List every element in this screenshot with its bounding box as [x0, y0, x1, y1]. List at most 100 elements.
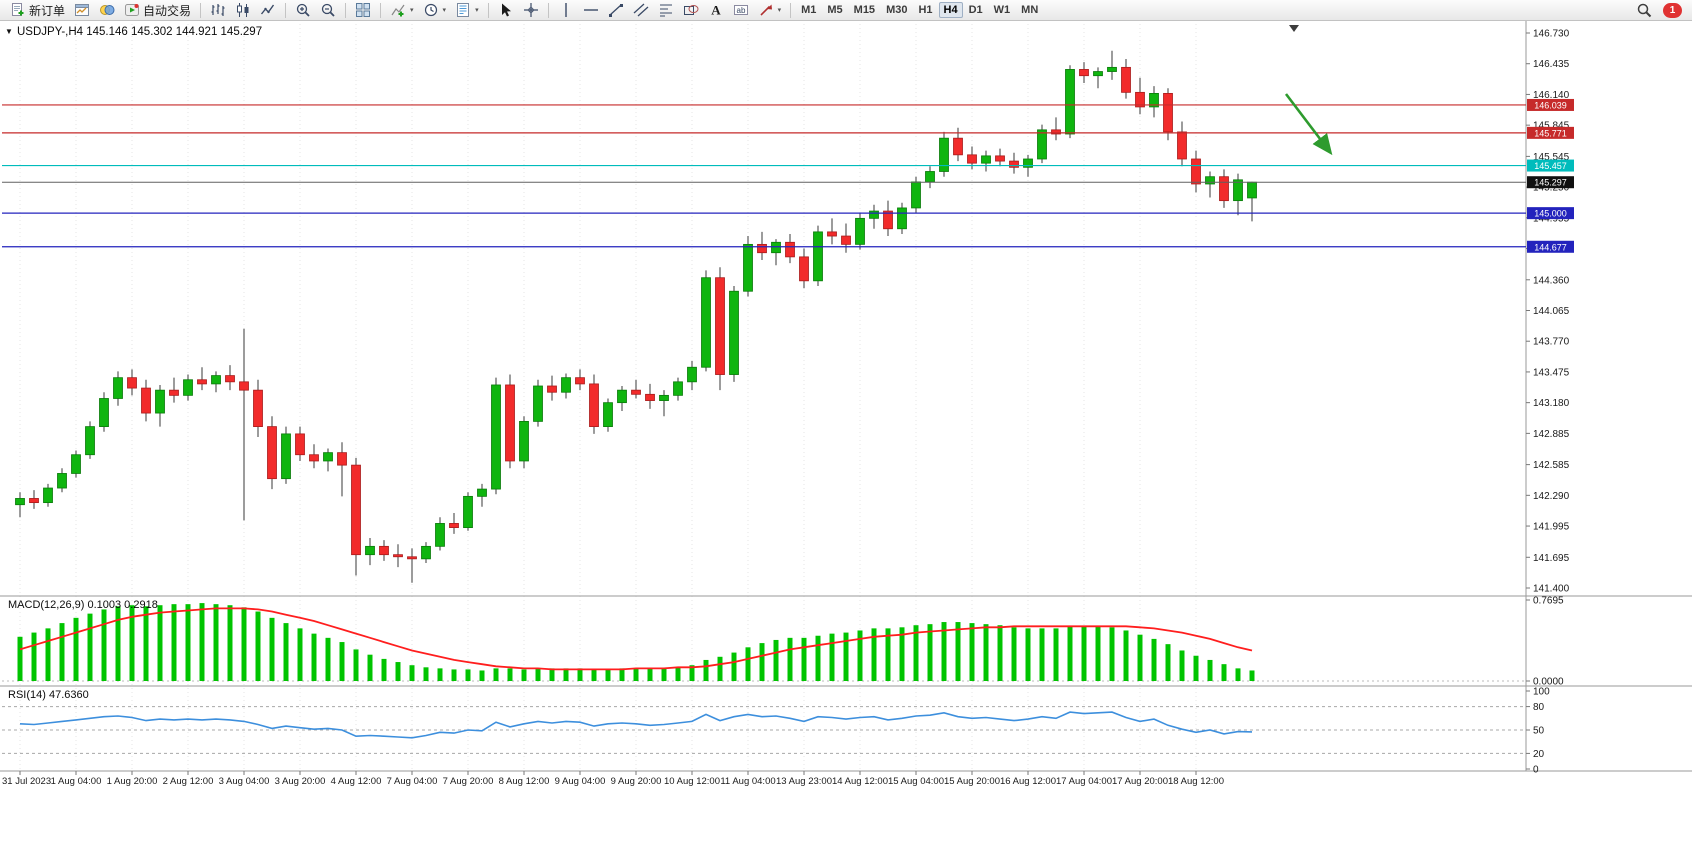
search-button[interactable] [1632, 0, 1656, 20]
time-tick-label: 9 Aug 04:00 [555, 776, 606, 787]
svg-text:ab: ab [736, 6, 745, 15]
clock-icon [423, 2, 439, 18]
time-tick-label: 11 Aug 04:00 [720, 776, 775, 787]
text-label-button[interactable]: ab [729, 0, 753, 20]
chevron-down-icon: ▾ [410, 7, 414, 14]
candle-body [99, 398, 109, 428]
zoom-in-button[interactable] [291, 0, 315, 20]
line-chart-icon [260, 2, 276, 18]
candle-body [1093, 71, 1103, 77]
notification-badge[interactable]: 1 [1663, 2, 1682, 18]
macd-bar [927, 624, 933, 681]
timeframe-m1[interactable]: M1 [801, 4, 817, 16]
timeframe-h4[interactable]: H4 [938, 2, 963, 18]
toolbar-separator [200, 2, 202, 18]
macd-bar [339, 642, 345, 681]
macd-bar [1235, 668, 1241, 681]
toolbar-separator [380, 2, 382, 18]
macd-bar [605, 669, 611, 681]
indicators-button[interactable]: ▾ [386, 0, 418, 20]
shapes-button[interactable] [679, 0, 703, 20]
candle-body [799, 256, 809, 282]
timeframe-d1[interactable]: D1 [968, 4, 983, 16]
cursor-button[interactable] [494, 0, 518, 20]
rsi-tick-label: 20 [1533, 749, 1545, 760]
macd-bar [1109, 627, 1115, 681]
candles-icon [235, 2, 251, 18]
macd-bar [367, 654, 373, 681]
macd-bar [577, 668, 583, 681]
macd-bar [549, 668, 555, 681]
chart-window-button[interactable] [70, 0, 94, 20]
pivot-line-tag-label: 145.457 [1534, 161, 1567, 171]
candle-body [127, 377, 137, 389]
candle-body [477, 488, 487, 497]
arrow-annotation[interactable] [1284, 93, 1333, 156]
candle-body [211, 375, 221, 385]
macd-bar [815, 635, 821, 681]
text-button[interactable]: A [704, 0, 728, 20]
templates-button[interactable]: ▾ [451, 0, 483, 20]
chevron-down-icon: ▾ [442, 7, 447, 14]
timeframe-m30[interactable]: M30 [886, 4, 908, 16]
macd-bar [311, 633, 317, 681]
chevron-down-icon: ▾ [475, 7, 479, 14]
metaeditor-button[interactable] [95, 0, 119, 20]
trendline-button[interactable] [604, 0, 628, 20]
candle-body [1037, 129, 1047, 160]
rsi-tick-label: 0 [1533, 765, 1539, 776]
zoom-out-button[interactable] [316, 0, 340, 20]
timeframe-m15[interactable]: M15 [853, 4, 876, 16]
candle-body [323, 452, 333, 462]
line-chart-button[interactable] [256, 0, 280, 20]
candle-body [407, 556, 417, 560]
candle-body [1177, 131, 1187, 160]
toolbar-separator [547, 2, 549, 18]
macd-bar [1011, 627, 1017, 681]
candle-body [253, 389, 263, 428]
bar-chart-button[interactable] [206, 0, 230, 20]
fibonacci-button[interactable] [654, 0, 678, 20]
toolbar-separator [487, 2, 489, 18]
autotrading-button-label: 自动交易 [143, 3, 192, 18]
timeframe-h1[interactable]: H1 [918, 4, 933, 16]
candle-body [71, 454, 81, 474]
vertical-line-button[interactable] [554, 0, 578, 20]
candle-body [337, 452, 347, 466]
candle-body [981, 155, 991, 164]
timeframe-m5[interactable]: M5 [827, 4, 843, 16]
price-tick-label: 145.545 [1533, 152, 1570, 163]
arrows-button[interactable]: ▾ [754, 0, 786, 20]
macd-bar [423, 667, 429, 681]
crosshair-button[interactable] [519, 0, 543, 20]
time-tick-label: 17 Aug 20:00 [1112, 776, 1168, 787]
candle-body [1149, 92, 1159, 108]
candle-body [169, 389, 179, 396]
one-click-trading-toggle[interactable]: ▼ [5, 27, 13, 36]
candle-body [1219, 176, 1229, 202]
autotrading-button[interactable]: 自动交易 [120, 0, 195, 20]
tile-windows-button[interactable] [351, 0, 375, 20]
candle-body [1121, 66, 1131, 93]
periods-button[interactable]: ▾ [419, 0, 451, 20]
channel-button[interactable] [629, 0, 653, 20]
time-tick-label: 17 Aug 04:00 [1056, 776, 1112, 787]
timeframe-mn[interactable]: MN [1021, 4, 1039, 16]
candle-body [309, 454, 319, 462]
new-order-button[interactable]: 新订单 [6, 0, 69, 20]
candle-body [365, 545, 375, 556]
candle-body [351, 464, 361, 556]
macd-bar [829, 633, 835, 681]
macd-bar [983, 624, 989, 681]
timeframe-w1[interactable]: W1 [993, 4, 1011, 16]
candle-body [967, 154, 977, 164]
macd-indicator-label: MACD(12,26,9) 0.1003 0.2918 [8, 599, 158, 611]
candlestick-button[interactable] [231, 0, 255, 20]
macd-bar [801, 637, 807, 681]
macd-bar [1053, 628, 1059, 681]
chart-shift-marker[interactable] [1289, 25, 1299, 32]
horizontal-line-button[interactable] [579, 0, 603, 20]
toolbar-right-group: 1 [1632, 0, 1686, 20]
macd-bar [563, 668, 569, 681]
